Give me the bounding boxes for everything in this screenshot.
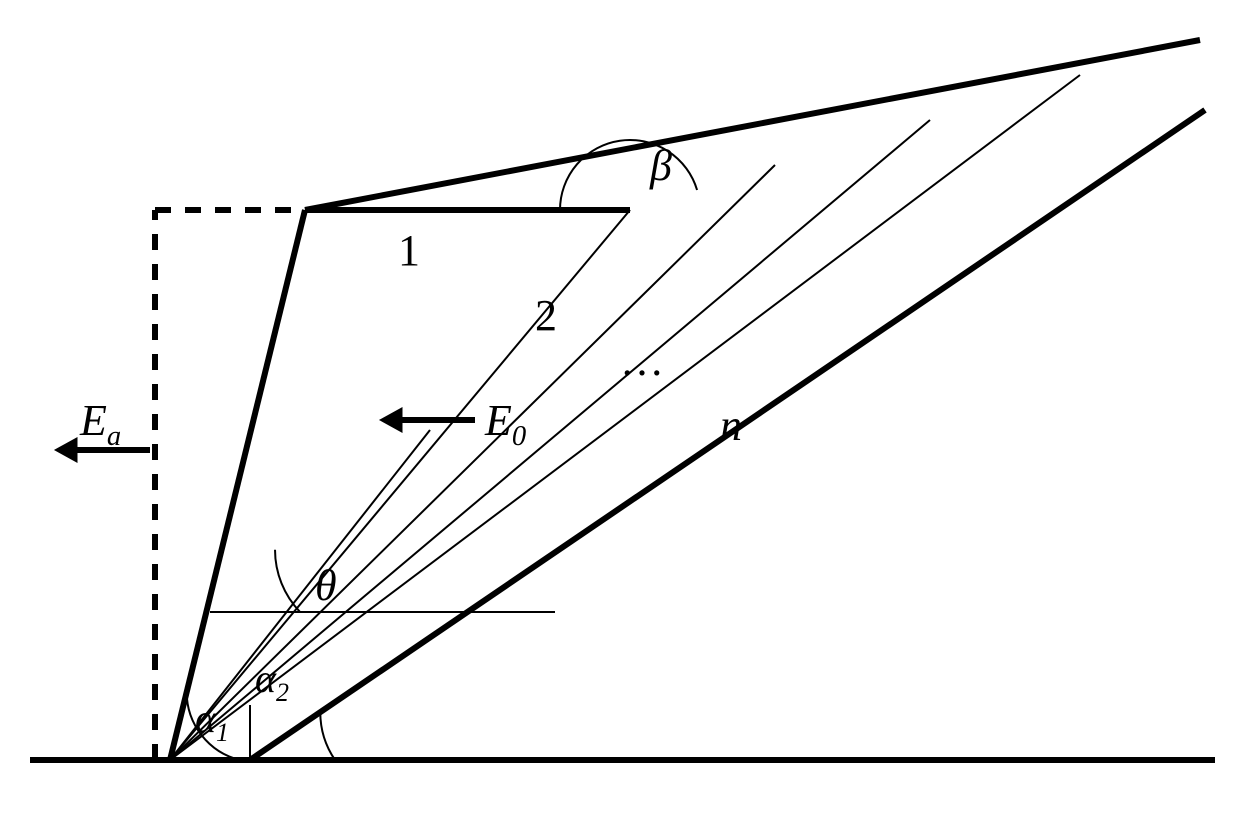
label-slice-n: n	[720, 400, 742, 451]
diagram-svg	[0, 0, 1240, 813]
label-alpha1: α1	[195, 695, 229, 748]
slice-n-text: n	[720, 401, 742, 450]
beta-text: β	[650, 141, 672, 190]
slice-2-text: 2	[535, 291, 557, 340]
alpha1-sym: α	[195, 696, 216, 741]
Ea-sym: E	[80, 396, 107, 445]
label-slice-dots: …	[620, 335, 664, 386]
label-beta: β	[650, 140, 672, 191]
label-Ea: Ea	[80, 395, 121, 453]
label-alpha2: α2	[255, 655, 289, 708]
alpha1-sub: 1	[216, 718, 229, 747]
label-E0: E0	[485, 395, 526, 453]
theta-text: θ	[315, 561, 337, 610]
E0-sym: E	[485, 396, 512, 445]
alpha2-sym: α	[255, 656, 276, 701]
alpha2-sub: 2	[276, 678, 289, 707]
E0-sub: 0	[512, 421, 526, 452]
label-slice-1: 1	[398, 225, 420, 276]
Ea-sub: a	[107, 421, 121, 452]
label-slice-2: 2	[535, 290, 557, 341]
label-theta: θ	[315, 560, 337, 611]
slice-dots-text: …	[620, 336, 664, 385]
slice-1-text: 1	[398, 226, 420, 275]
